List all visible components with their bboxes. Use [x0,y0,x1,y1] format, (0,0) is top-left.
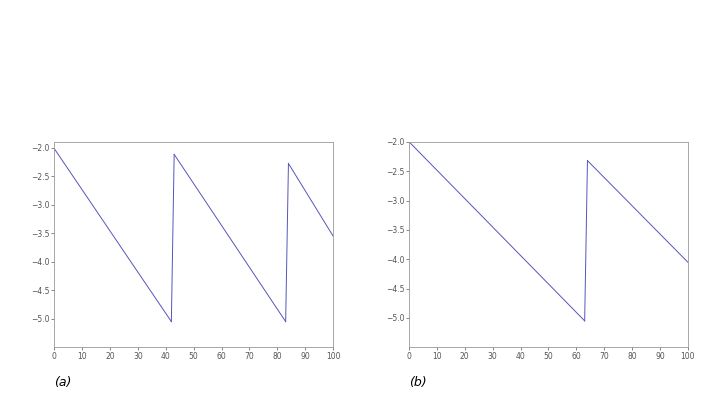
Text: (b): (b) [409,376,426,389]
Text: (a): (a) [54,376,72,389]
